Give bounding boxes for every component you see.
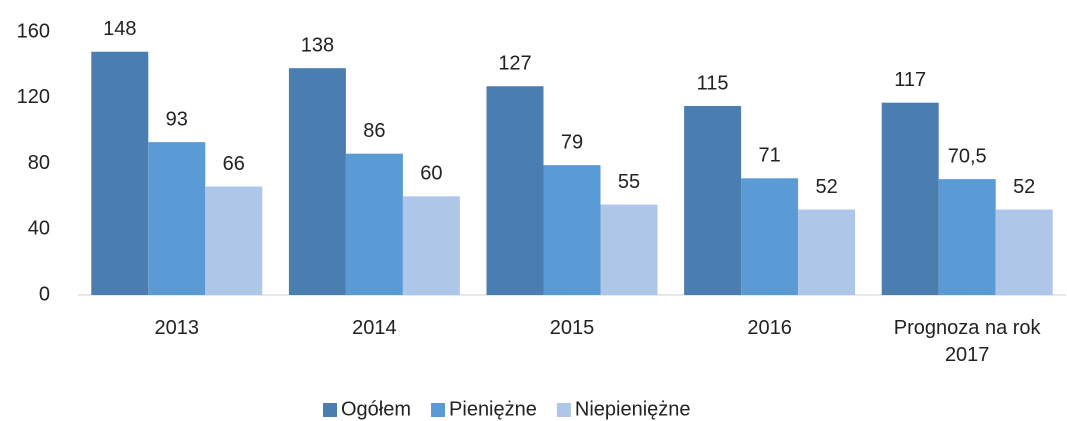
data-label: 127 — [498, 53, 531, 75]
data-label: 52 — [815, 176, 837, 198]
x-tick-label: 2014 — [352, 317, 397, 339]
bar — [543, 165, 601, 295]
data-label: 79 — [561, 131, 583, 153]
x-tick-label: 2016 — [747, 317, 792, 339]
legend-label: Pieniężne — [449, 398, 537, 420]
y-tick-label: 160 — [17, 20, 50, 42]
y-tick-label: 40 — [28, 218, 50, 240]
bar — [684, 105, 742, 295]
bar — [148, 142, 206, 295]
bar — [798, 209, 856, 295]
x-tick-label: 2013 — [154, 317, 200, 339]
data-label: 148 — [103, 18, 136, 40]
data-label: 52 — [1013, 176, 1035, 198]
bar — [288, 68, 346, 295]
data-label: 70,5 — [948, 145, 987, 167]
y-tick-label: 0 — [39, 283, 50, 305]
x-tick-label: Prognoza na rok 2017 — [893, 317, 1041, 366]
bar — [91, 51, 149, 295]
data-label: 66 — [223, 153, 245, 175]
legend-label: Niepieniężne — [575, 398, 691, 420]
data-label: 86 — [363, 120, 385, 142]
bar — [741, 178, 799, 295]
data-label: 55 — [618, 171, 640, 193]
data-label: 115 — [697, 72, 729, 94]
data-label: 138 — [301, 34, 334, 56]
y-tick-label: 80 — [28, 152, 50, 174]
bar — [402, 196, 460, 295]
data-label: 93 — [166, 108, 188, 130]
bar — [486, 86, 544, 296]
bar — [345, 153, 403, 295]
bar — [995, 209, 1053, 295]
data-label: 60 — [420, 163, 442, 185]
legend-swatch — [431, 403, 446, 417]
legend-label: Ogółem — [341, 398, 411, 420]
bar — [938, 179, 996, 295]
data-label: 71 — [758, 145, 780, 167]
y-tick-label: 120 — [17, 86, 50, 108]
bar — [881, 102, 939, 296]
bar — [600, 204, 658, 295]
x-tick-label: 2015 — [549, 317, 595, 339]
bar — [205, 186, 263, 295]
legend-swatch — [556, 403, 571, 417]
data-label: 117 — [894, 69, 926, 91]
legend-swatch — [323, 403, 337, 417]
